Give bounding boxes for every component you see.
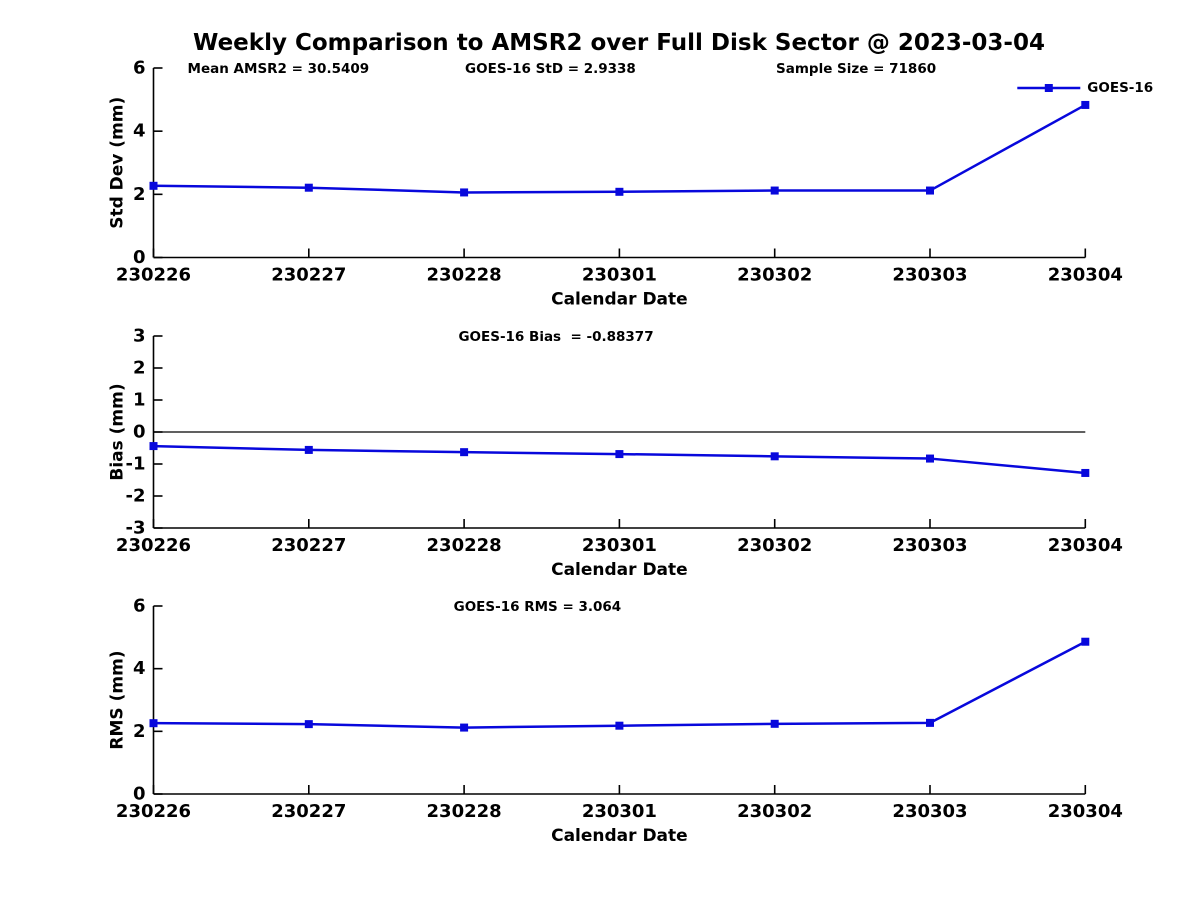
y-tick-label: 6: [133, 596, 146, 617]
y-tick-label: 4: [133, 658, 146, 679]
legend-label: GOES-16: [1087, 80, 1153, 96]
x-tick-label: 230226: [116, 535, 191, 556]
y-tick-label: 0: [133, 422, 146, 443]
annotation-text: GOES-16 StD = 2.9338: [465, 61, 636, 77]
data-point-marker: [770, 186, 779, 195]
x-tick-label: 230304: [1048, 535, 1123, 556]
data-point-marker: [926, 186, 934, 195]
y-tick-label: 4: [133, 121, 146, 142]
data-point-marker: [304, 720, 313, 729]
data-point-marker: [1081, 468, 1090, 477]
data-point-marker: [149, 719, 158, 728]
series-line: [153, 640, 1086, 729]
x-tick-label: 230301: [582, 801, 657, 822]
x-tick-label: 230304: [1048, 265, 1123, 286]
y-tick-label: 6: [133, 58, 146, 79]
x-tick-label: 230227: [271, 265, 346, 286]
y-tick-label: 2: [133, 184, 146, 205]
x-tick-label: 230301: [582, 535, 657, 556]
data-point-marker: [615, 187, 624, 196]
x-axis-title: Calendar Date: [551, 826, 688, 846]
data-point-marker: [1081, 100, 1090, 109]
chart-rms: 0 2 4 6 230226 230227 230228 230301 230302 230303…: [108, 596, 1123, 847]
y-tick-label: 0: [133, 784, 146, 805]
y-tick-label: 1: [133, 390, 146, 411]
data-point-marker: [770, 719, 779, 728]
x-axis-title: Calendar Date: [551, 290, 688, 310]
data-point-marker: [615, 721, 624, 730]
annotation-text: Mean AMSR2 = 30.5409: [188, 61, 370, 77]
data-point-marker: [149, 442, 158, 451]
chart-std-dev: 0 2 4 6 230226 230227 230228 230301 230302 230303…: [108, 58, 1154, 310]
x-tick-label: 230303: [892, 535, 967, 556]
y-tick-label: 2: [133, 721, 146, 742]
legend-marker: [1044, 84, 1053, 92]
x-tick-label: 230227: [271, 535, 346, 556]
x-tick-label: 230302: [737, 535, 812, 556]
y-tick-label: -1: [126, 454, 146, 475]
data-point-marker: [460, 448, 469, 457]
y-tick-label: 0: [133, 247, 146, 268]
data-point-marker: [770, 452, 779, 461]
x-tick-label: 230303: [892, 801, 967, 822]
x-tick-label: 230227: [271, 801, 346, 822]
chart-bias: -3 -2 -1 0 1 2 3 230226 230227 230228 230301 230302…: [108, 326, 1123, 581]
data-point-marker: [1081, 637, 1090, 646]
x-tick-label: 230302: [737, 265, 812, 286]
y-axis-title: Std Dev (mm): [108, 97, 128, 229]
x-tick-label: 230228: [427, 801, 502, 822]
data-point-marker: [149, 181, 158, 190]
annotation-text: GOES-16 Bias = -0.88377: [458, 329, 653, 345]
x-tick-label: 230301: [582, 265, 657, 286]
data-point-marker: [304, 183, 313, 192]
x-axis-title: Calendar Date: [551, 560, 688, 580]
y-tick-label: -3: [126, 518, 146, 539]
y-tick-label: 3: [133, 326, 146, 347]
y-tick-label: -2: [126, 486, 146, 507]
series-line: [153, 103, 1086, 194]
x-tick-label: 230228: [427, 265, 502, 286]
data-point-marker: [615, 450, 624, 459]
y-axis-title: RMS (mm): [108, 650, 128, 749]
annotation-text: GOES-16 RMS = 3.064: [454, 599, 622, 615]
x-tick-label: 230303: [892, 265, 967, 286]
data-point-marker: [460, 188, 469, 197]
x-tick-label: 230226: [116, 265, 191, 286]
x-tick-label: 230304: [1048, 801, 1123, 822]
x-tick-label: 230302: [737, 801, 812, 822]
data-point-marker: [460, 723, 469, 732]
y-axis-title: Bias (mm): [108, 383, 128, 480]
figure-title: Weekly Comparison to AMSR2 over Full Dis…: [193, 30, 1045, 56]
y-tick-label: 2: [133, 358, 146, 379]
x-tick-label: 230228: [427, 535, 502, 556]
data-point-marker: [926, 454, 934, 463]
x-tick-label: 230226: [116, 801, 191, 822]
data-point-marker: [304, 445, 313, 454]
data-point-marker: [926, 718, 934, 727]
annotation-text: Sample Size = 71860: [776, 61, 936, 77]
